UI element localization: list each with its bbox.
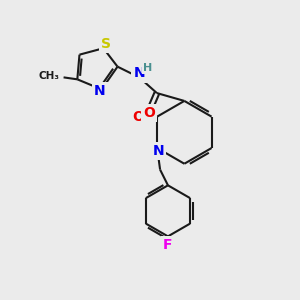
Text: N: N xyxy=(152,144,164,158)
Text: H: H xyxy=(143,63,153,73)
Text: F: F xyxy=(163,238,173,252)
Text: O: O xyxy=(143,106,155,120)
Text: N: N xyxy=(94,84,106,98)
Text: CH₃: CH₃ xyxy=(39,71,60,81)
Text: O: O xyxy=(133,110,144,124)
Text: S: S xyxy=(101,37,111,51)
Text: N: N xyxy=(134,66,145,80)
